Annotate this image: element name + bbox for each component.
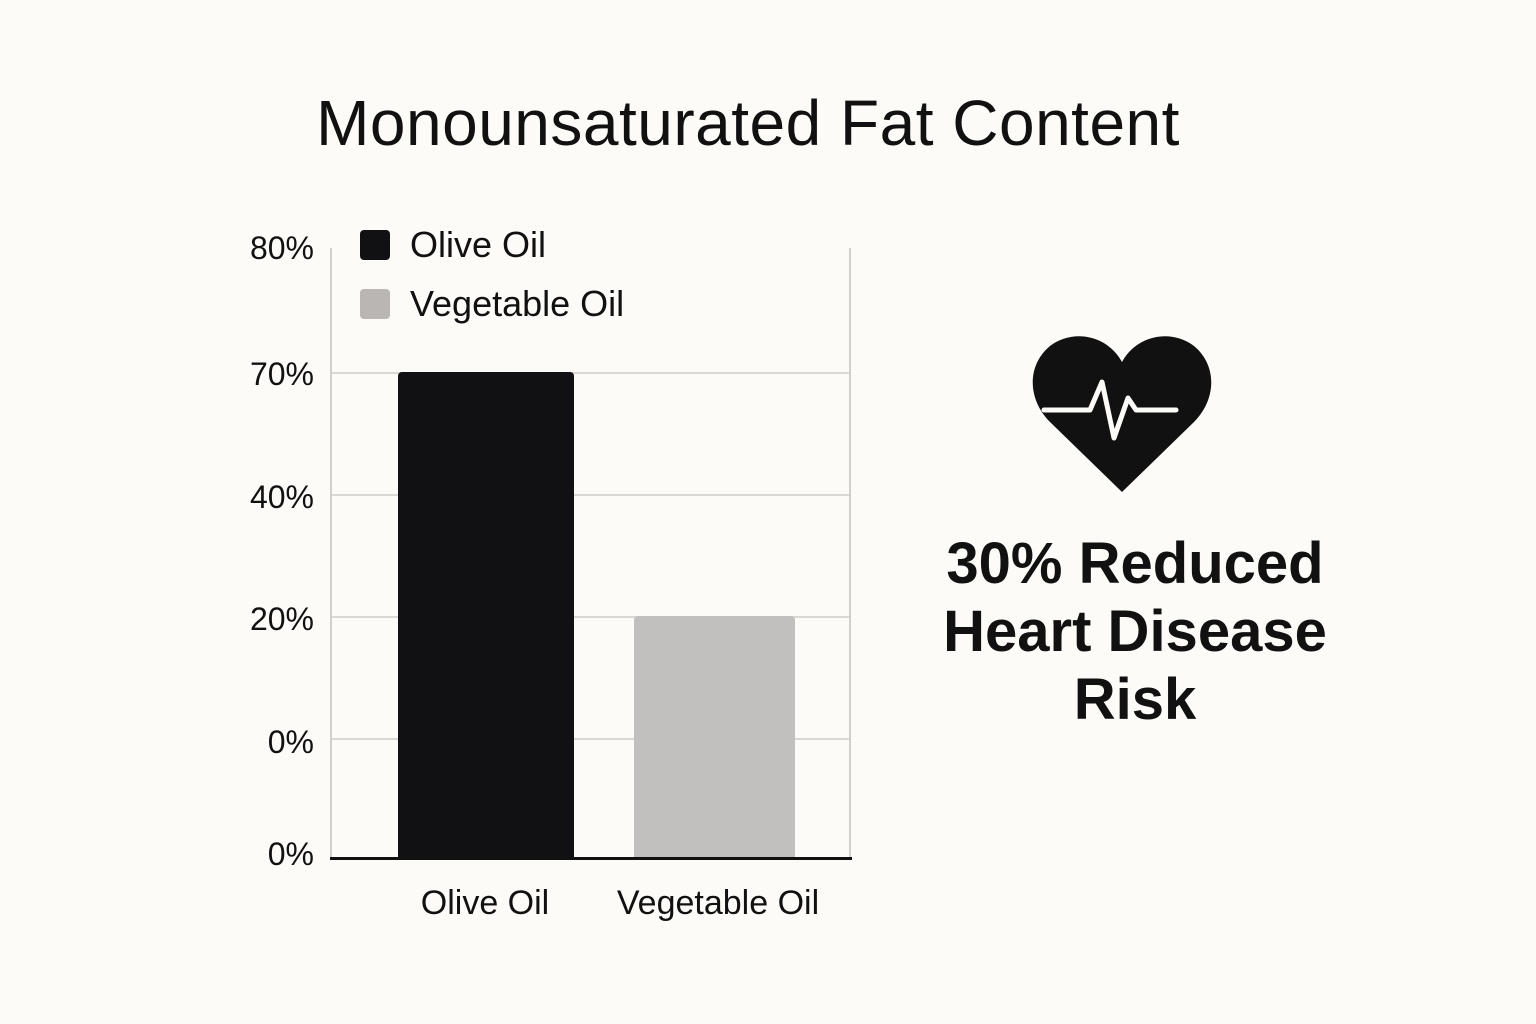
legend-swatch-vegetable-oil <box>360 289 390 319</box>
bar-chart: 80% 70% 40% 20% 0% 0% Olive Oil Vegetabl… <box>249 224 852 922</box>
x-label-vegetable-oil: Vegetable Oil <box>616 884 820 922</box>
y-tick-label: 0% <box>267 724 314 760</box>
callout-line-3: Risk <box>1073 667 1197 732</box>
y-axis-line <box>330 248 332 860</box>
legend-label: Vegetable Oil <box>410 283 625 324</box>
callout-line-2: Heart Disease <box>943 599 1327 664</box>
right-border-line <box>849 248 851 860</box>
legend-swatch-olive-oil <box>360 230 390 260</box>
legend-item-vegetable-oil: Vegetable Oil <box>360 283 624 325</box>
heart-disease-callout: 30% Reduced Heart Disease Risk <box>900 530 1370 734</box>
gridline <box>332 616 850 618</box>
y-tick-label: 0% <box>267 836 314 872</box>
bar-vegetable-oil <box>634 616 795 857</box>
y-tick-label: 70% <box>249 356 314 392</box>
x-label-olive-oil: Olive Oil <box>420 884 550 922</box>
y-tick-label: 80% <box>249 230 314 266</box>
chart-title: Monounsaturated Fat Content <box>316 87 1180 159</box>
bar-olive-oil <box>398 372 574 858</box>
gridline <box>332 372 850 374</box>
heart-pulse-icon <box>1032 336 1212 492</box>
legend-label: Olive Oil <box>410 224 547 265</box>
gridline <box>332 738 850 740</box>
x-axis-line <box>330 857 852 860</box>
y-tick-label: 40% <box>249 479 314 515</box>
y-tick-label: 20% <box>249 601 314 637</box>
gridline <box>332 494 850 496</box>
callout-line-1: 30% Reduced <box>946 531 1324 596</box>
legend-item-olive-oil: Olive Oil <box>360 224 546 266</box>
